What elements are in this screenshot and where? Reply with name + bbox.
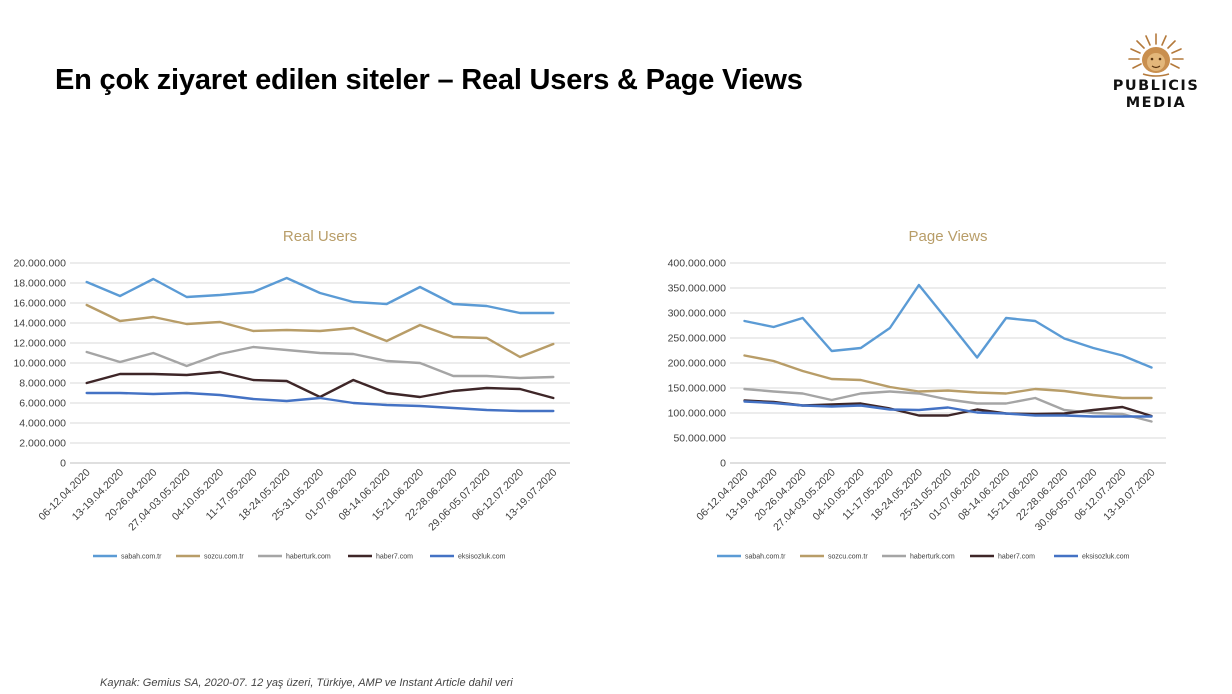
y-tick-label: 6.000.000 <box>19 398 66 410</box>
legend-label: sozcu.com.tr <box>828 554 868 561</box>
x-tick-label: 27.04-03.05.2020 <box>126 467 193 534</box>
chart-svg: Page Views 0 50.000.000 100.000.000 150.000.… <box>668 228 1166 561</box>
series-line-sabah-com-tr <box>743 283 1153 369</box>
y-tick-label: 100.000.000 <box>668 408 727 420</box>
legend-label: haber7.com <box>376 554 413 561</box>
y-tick-label: 10.000.000 <box>13 358 66 370</box>
y-tick-label: 350.000.000 <box>668 283 727 295</box>
y-tick-label: 18.000.000 <box>13 278 66 290</box>
y-tick-label: 250.000.000 <box>668 333 727 345</box>
page-views-chart: Page Views 0 50.000.000 100.000.000 150.000.… <box>612 215 1222 575</box>
y-tick-label: 2.000.000 <box>19 438 66 450</box>
chart-svg: Real Users 0 2.000.000 4.000.000 6.000.000 8.… <box>13 228 570 561</box>
legend-label: eksisozluk.com <box>1082 554 1130 561</box>
y-tick-label: 0 <box>60 458 66 470</box>
y-tick-label: 20.000.000 <box>13 258 66 270</box>
logo-text-publicis: PUBLICIS <box>1112 78 1200 94</box>
y-tick-label: 12.000.000 <box>13 338 66 350</box>
publicis-media-logo: PUBLICIS MEDIA <box>1092 30 1220 120</box>
real-users-chart: Real Users 0 2.000.000 4.000.000 6.000.000 8.… <box>0 215 600 575</box>
legend-label: eksisozluk.com <box>458 554 506 561</box>
series-line-sozcu-com-tr <box>85 303 555 359</box>
y-tick-label: 50.000.000 <box>673 433 726 445</box>
legend-label: sabah.com.tr <box>121 554 162 561</box>
y-tick-label: 0 <box>720 458 726 470</box>
y-tick-label: 200.000.000 <box>668 358 727 370</box>
x-tick-label: 29.06-05.07.2020 <box>426 467 493 534</box>
legend-label: sabah.com.tr <box>745 554 786 561</box>
legend-label: sozcu.com.tr <box>204 554 244 561</box>
y-tick-label: 400.000.000 <box>668 258 727 270</box>
series-line-eksisozluk-com <box>85 391 555 413</box>
logo-text-media: MEDIA <box>1125 95 1187 111</box>
y-tick-label: 300.000.000 <box>668 308 727 320</box>
chart-title: Real Users <box>283 228 357 245</box>
series-line-haberturk-com <box>85 345 555 380</box>
series-line-sozcu-com-tr <box>743 354 1153 400</box>
page-title: En çok ziyaret edilen siteler – Real Use… <box>55 64 803 96</box>
y-tick-label: 150.000.000 <box>668 383 727 395</box>
y-tick-label: 8.000.000 <box>19 378 66 390</box>
y-tick-label: 16.000.000 <box>13 298 66 310</box>
series-line-eksisozluk-com <box>743 400 1153 418</box>
y-tick-label: 4.000.000 <box>19 418 66 430</box>
legend-label: haberturk.com <box>910 554 955 561</box>
y-tick-label: 14.000.000 <box>13 318 66 330</box>
chart-title: Page Views <box>909 228 988 245</box>
lion-head-icon <box>1128 33 1184 77</box>
series-line-sabah-com-tr <box>85 276 555 315</box>
legend-label: haber7.com <box>998 554 1035 561</box>
legend-label: haberturk.com <box>286 554 331 561</box>
source-note: Kaynak: Gemius SA, 2020-07. 12 yaş üzeri… <box>100 677 513 689</box>
x-tick-label: 13-19.07.2020 <box>1101 467 1157 523</box>
